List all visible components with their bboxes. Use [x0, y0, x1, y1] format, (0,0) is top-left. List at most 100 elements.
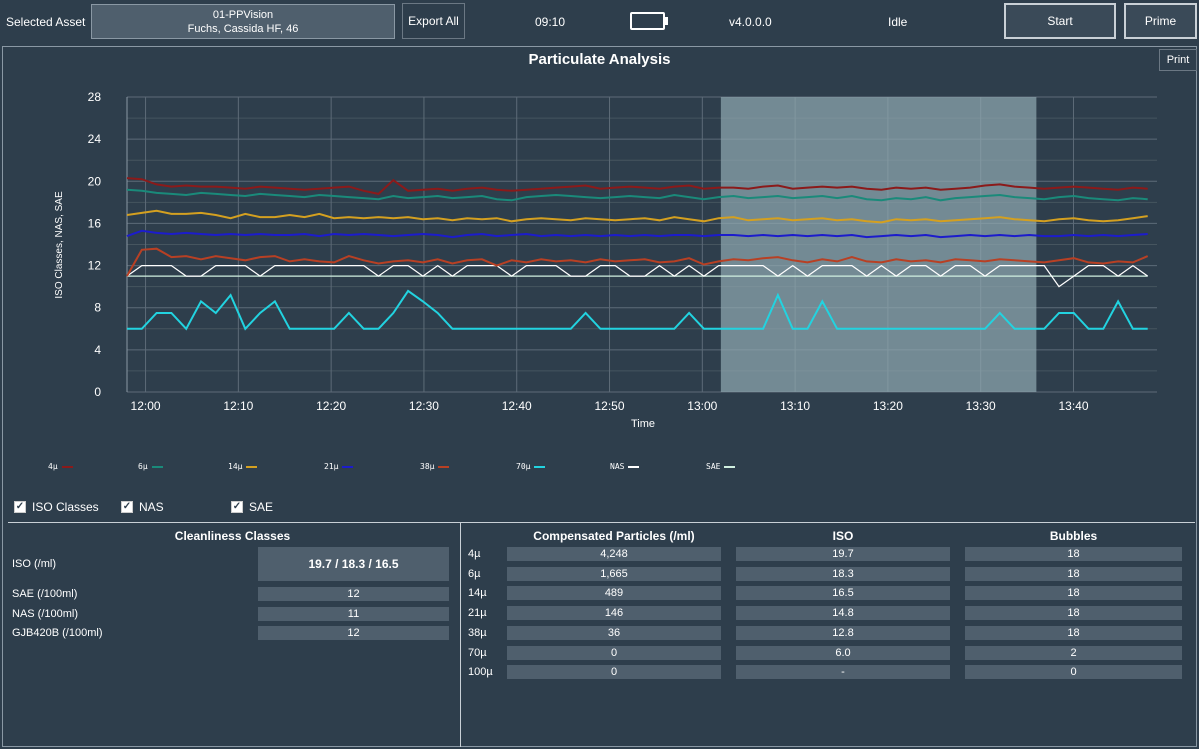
particle-size-label: 21µ — [468, 607, 487, 619]
toggle-label: NAS — [139, 500, 164, 514]
particle-iso-cell: 6.0 — [736, 646, 950, 660]
section-divider — [460, 522, 461, 747]
series-line-14 — [126, 209, 1148, 224]
toggle-iso-classes[interactable]: ✓ ISO Classes — [14, 500, 99, 514]
particle-count-cell: 1,665 — [507, 567, 721, 581]
particle-iso-cell: 14.8 — [736, 606, 950, 620]
y-tick-label: 28 — [88, 90, 102, 104]
version-label: v4.0.0.0 — [729, 15, 772, 29]
sae-value: 12 — [258, 587, 449, 601]
y-tick-label: 8 — [94, 301, 101, 315]
legend-swatch — [534, 465, 546, 468]
legend-item: 21µ — [324, 462, 354, 471]
iso-value: 19.7 / 18.3 / 16.5 — [258, 547, 449, 581]
toggle-nas[interactable]: ✓ NAS — [121, 500, 164, 514]
series-line-4 — [126, 177, 1148, 195]
x-tick-label: 13:30 — [966, 399, 996, 413]
particle-bubbles-cell: 0 — [965, 665, 1182, 679]
legend-item: 14µ — [228, 462, 258, 471]
battery-tip — [665, 17, 668, 25]
y-axis-label: ISO Classes, NAS, SAE — [54, 191, 65, 299]
particle-bubbles-cell: 18 — [965, 586, 1182, 600]
legend-swatch — [438, 465, 450, 468]
particle-bubbles-cell: 18 — [965, 626, 1182, 640]
series-toggles: ✓ ISO Classes ✓ NAS ✓ SAE — [0, 500, 1199, 518]
particle-count-cell: 4,248 — [507, 547, 721, 561]
prime-button[interactable]: Prime — [1124, 3, 1197, 39]
status-label: Idle — [888, 15, 908, 29]
asset-fluid: Fuchs, Cassida HF, 46 — [187, 23, 299, 35]
y-tick-labels: 0 4 8 12 16 20 24 28 — [88, 90, 102, 399]
particle-count-cell: 0 — [507, 646, 721, 660]
legend-label: NAS — [610, 462, 625, 471]
asset-name: 01-PPVision — [212, 9, 274, 21]
particle-count-cell: 489 — [507, 586, 721, 600]
particle-size-label: 38µ — [468, 627, 487, 639]
legend-label: 4µ — [48, 462, 58, 471]
legend-swatch — [246, 465, 258, 468]
legend-swatch — [724, 465, 736, 468]
x-tick-label: 13:10 — [780, 399, 810, 413]
legend-label: 14µ — [228, 462, 243, 471]
particle-iso-cell: 19.7 — [736, 547, 950, 561]
legend-swatch — [61, 465, 73, 468]
x-tick-label: 12:50 — [595, 399, 625, 413]
gjb-value: 12 — [258, 626, 449, 640]
highlight-range[interactable] — [720, 97, 1037, 392]
panel-title: Particulate Analysis — [528, 51, 671, 68]
x-tick-label: 12:20 — [316, 399, 346, 413]
x-axis-label: Time — [631, 418, 655, 430]
particle-bubbles-cell: 18 — [965, 567, 1182, 581]
particle-size-label: 4µ — [468, 548, 481, 560]
x-tick-label: 12:10 — [223, 399, 253, 413]
y-tick-label: 4 — [94, 343, 101, 357]
asset-selector[interactable]: 01-PPVision Fuchs, Cassida HF, 46 — [91, 4, 395, 39]
x-tick-label: 13:20 — [873, 399, 903, 413]
legend-label: 70µ — [516, 462, 531, 471]
legend-label: 6µ — [138, 462, 148, 471]
legend-swatch — [151, 465, 163, 468]
y-tick-label: 0 — [94, 385, 101, 399]
iso-label: ISO (/ml) — [12, 558, 56, 570]
export-all-button[interactable]: Export All — [402, 3, 465, 39]
battery-full-icon — [630, 12, 665, 30]
chart-legend: 4µ 6µ 14µ 21µ 38µ 70µ NAS SAE — [0, 462, 1199, 478]
particle-size-label: 6µ — [468, 568, 481, 580]
legend-item: 6µ — [138, 462, 163, 471]
start-button[interactable]: Start — [1004, 3, 1116, 39]
y-tick-label: 20 — [88, 174, 102, 188]
x-tick-label: 13:40 — [1058, 399, 1088, 413]
particle-bubbles-cell: 18 — [965, 547, 1182, 561]
legend-label: SAE — [706, 462, 721, 471]
particle-iso-cell: 18.3 — [736, 567, 950, 581]
x-tick-label: 12:00 — [131, 399, 161, 413]
particle-size-label: 14µ — [468, 587, 487, 599]
toggle-sae[interactable]: ✓ SAE — [231, 500, 273, 514]
series-line-70 — [127, 289, 1148, 331]
checkbox-checked-icon[interactable]: ✓ — [121, 501, 133, 513]
x-tick-label: 12:40 — [502, 399, 532, 413]
particle-count-cell: 146 — [507, 606, 721, 620]
particle-iso-cell: 16.5 — [736, 586, 950, 600]
checkbox-checked-icon[interactable]: ✓ — [14, 501, 26, 513]
particle-size-label: 70µ — [468, 647, 487, 659]
legend-label: 21µ — [324, 462, 339, 471]
cleanliness-title: Cleanliness Classes — [174, 529, 291, 543]
series-line-21 — [126, 229, 1148, 239]
x-tick-label: 13:00 — [687, 399, 717, 413]
x-tick-label: 12:30 — [409, 399, 439, 413]
legend-item: 4µ — [48, 462, 73, 471]
legend-swatch — [628, 465, 640, 468]
y-tick-label: 24 — [88, 132, 102, 146]
particle-count-cell: 36 — [507, 626, 721, 640]
legend-item: NAS — [610, 462, 640, 471]
checkbox-checked-icon[interactable]: ✓ — [231, 501, 243, 513]
series-line-NAS — [126, 264, 1149, 288]
y-tick-label: 16 — [88, 216, 102, 230]
particle-iso-cell: - — [736, 665, 950, 679]
toggle-label: SAE — [249, 500, 274, 514]
selected-asset-label: Selected Asset — [6, 15, 86, 29]
gjb-label: GJB420B (/100ml) — [12, 627, 103, 639]
print-button[interactable]: Print — [1159, 49, 1197, 71]
